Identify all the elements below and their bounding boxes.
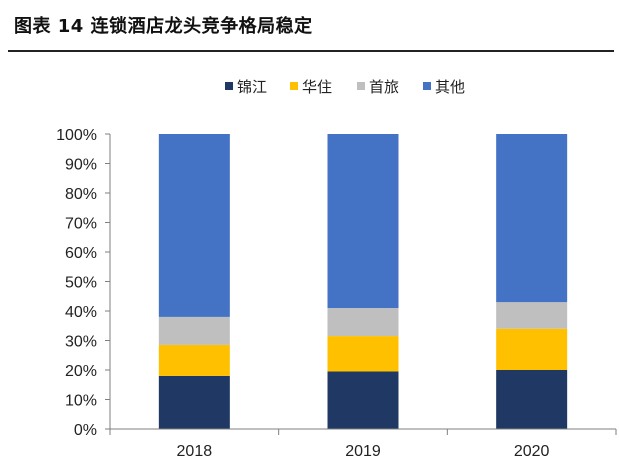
bar-segment-2018-0 <box>158 375 230 429</box>
legend-label-0: 锦江 <box>237 78 267 96</box>
y-tick-label-8: 80% <box>65 186 97 203</box>
legend-label-1: 华住 <box>302 78 332 96</box>
y-tick-label-4: 40% <box>65 304 97 321</box>
bar-segment-2018-3 <box>158 134 230 317</box>
y-tick-label-5: 50% <box>65 275 97 292</box>
y-tick-label-2: 20% <box>65 363 97 380</box>
y-tick-label-9: 90% <box>65 157 97 174</box>
bar-segment-2020-3 <box>496 134 568 303</box>
x-axis: 2018 2019 2020 <box>109 428 617 458</box>
y-tick-label-6: 60% <box>65 245 97 262</box>
y-tick-label-3: 30% <box>65 334 97 351</box>
bars-group <box>158 134 568 429</box>
legend-swatch-3 <box>423 82 431 90</box>
y-tick-label-1: 10% <box>65 393 97 410</box>
legend-label-3: 其他 <box>435 78 465 96</box>
chart-legend: 锦江 华住 首旅 其他 <box>225 78 465 96</box>
legend-swatch-0 <box>225 82 233 90</box>
legend-swatch-1 <box>290 82 298 90</box>
legend-label-2: 首旅 <box>369 78 399 96</box>
y-tick-label-7: 70% <box>65 216 97 233</box>
x-tick-label-2: 2020 <box>514 443 550 458</box>
x-tick-label-0: 2018 <box>177 443 213 458</box>
bar-segment-2020-2 <box>496 302 568 329</box>
y-axis: 0% 10% 20% 30% 40% 50% 60% 70% 80% 90% 100% <box>56 127 111 439</box>
legend-swatch-2 <box>357 82 365 90</box>
y-tick-label-0: 0% <box>74 422 97 439</box>
y-tick-label-10: 100% <box>56 127 97 144</box>
x-tick-label-1: 2019 <box>345 443 381 458</box>
bar-segment-2019-0 <box>327 371 399 429</box>
bar-segment-2018-2 <box>158 316 230 345</box>
bar-segment-2019-3 <box>327 134 399 309</box>
bar-segment-2020-1 <box>496 328 568 370</box>
figure-title: 图表 14 连锁酒店龙头竞争格局稳定 <box>14 16 313 37</box>
bar-segment-2020-0 <box>496 370 568 429</box>
bar-segment-2018-1 <box>158 344 230 376</box>
bar-segment-2019-2 <box>327 308 399 337</box>
title-divider <box>8 50 614 52</box>
bar-segment-2019-1 <box>327 336 399 372</box>
